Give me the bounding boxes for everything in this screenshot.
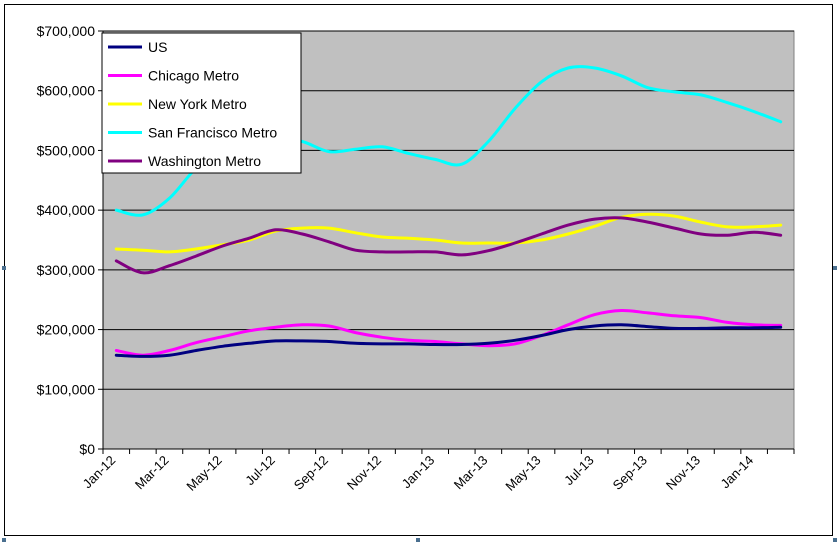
y-tick-label: $200,000 [37,322,96,338]
legend-label-chicago-metro: Chicago Metro [148,68,239,84]
legend-label-washington-metro: Washington Metro [148,153,261,169]
y-tick-label: $600,000 [37,83,96,99]
x-tick-label: Sep-13 [610,453,650,493]
y-tick-label: $300,000 [37,262,96,278]
x-tick-label: Jul-12 [242,453,278,489]
x-tick-label: Mar-12 [132,453,172,493]
legend: US Chicago Metro New York Metro San Francis… [101,32,302,174]
y-tick-label: $500,000 [37,142,96,158]
resize-handle-bottom-left[interactable] [2,538,6,542]
series-line-us [114,323,783,358]
legend-label-san-francisco-metro: San Francisco Metro [148,125,277,141]
y-tick-label: $100,000 [37,381,96,397]
x-tick-label: Mar-13 [451,453,491,493]
x-tick-label: Jul-13 [561,453,597,489]
x-tick-label: May-13 [502,453,543,494]
x-tick-label: May-12 [183,453,224,494]
resize-handle-bottom[interactable] [416,538,420,542]
x-axis: Jan-12 Mar-12 May-12 Jul-12 Sep-12 Nov-12 Jan-… [80,448,795,494]
y-tick-label: $400,000 [37,202,96,218]
x-tick-label: Nov-13 [663,453,703,493]
x-tick-label: Jan-12 [80,453,119,492]
series-line-washington-metro [114,216,783,275]
x-tick-label: Jan-13 [399,453,438,492]
legend-label-us: US [148,39,167,55]
x-tick-label: Jan-14 [718,453,757,492]
legend-label-new-york-metro: New York Metro [148,96,247,112]
resize-handle-left[interactable] [2,266,6,270]
x-tick-label: Nov-12 [344,453,384,493]
gridlines [103,30,794,390]
y-tick-label: $700,000 [37,23,96,39]
series-line-chicago-metro [114,308,783,357]
x-tick-label: Sep-12 [291,453,331,493]
y-axis: $0 $100,000 $200,000 $300,000 $400,000 $500,0… [37,23,104,457]
resize-handle-right[interactable] [833,266,837,270]
y-tick-label: $0 [79,441,95,457]
resize-handle-bottom-right[interactable] [833,538,837,542]
